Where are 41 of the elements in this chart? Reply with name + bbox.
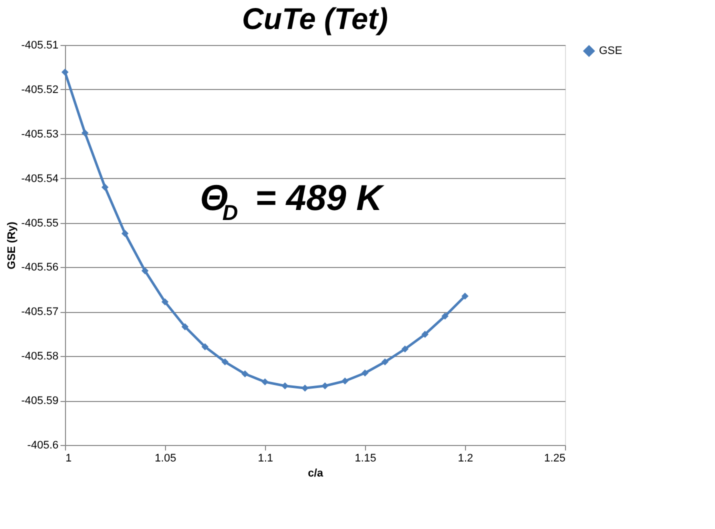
point — [281, 382, 289, 390]
y-tick-label: -405.54 — [21, 172, 58, 185]
point — [421, 330, 429, 338]
point — [341, 377, 349, 385]
point — [321, 382, 329, 390]
point — [221, 358, 229, 366]
y-tick-label: -405.55 — [21, 217, 58, 230]
point — [381, 358, 389, 366]
y-tick-label: -405.53 — [21, 128, 58, 140]
point — [261, 378, 269, 386]
point — [61, 68, 69, 76]
y-tick-label: -405.6 — [27, 440, 58, 452]
point — [101, 184, 109, 191]
x-tick-label: 1.2 — [458, 452, 474, 464]
x-axis-title: c/a — [308, 468, 324, 480]
y-tick-label: -405.51 — [21, 40, 58, 52]
y-tick-label: -405.57 — [21, 306, 58, 318]
point — [441, 312, 449, 320]
x-tick-label: 1 — [66, 452, 72, 464]
point — [81, 129, 89, 137]
point — [141, 267, 149, 274]
y-tick-label: -405.52 — [21, 84, 58, 96]
x-tick-label: 1.25 — [544, 452, 566, 464]
x-tick-label: 1.15 — [354, 452, 376, 464]
legend-label: GSE — [599, 45, 622, 57]
x-tick-label: 1.05 — [154, 452, 176, 464]
point — [121, 230, 129, 237]
y-tick-label: -405.56 — [21, 262, 58, 274]
point — [461, 292, 469, 300]
point — [181, 323, 189, 330]
y-tick-label: -405.59 — [21, 395, 58, 408]
point — [201, 343, 209, 350]
y-axis-title: GSE (Ry) — [6, 221, 18, 270]
y-tick-label: -405.58 — [21, 350, 58, 363]
point — [301, 384, 309, 392]
point — [161, 298, 169, 306]
point — [401, 345, 409, 353]
x-tick-label: 1.1 — [258, 452, 274, 464]
point — [241, 370, 249, 378]
point — [361, 369, 369, 377]
chart-title: CuTe (Tet) — [242, 3, 388, 36]
